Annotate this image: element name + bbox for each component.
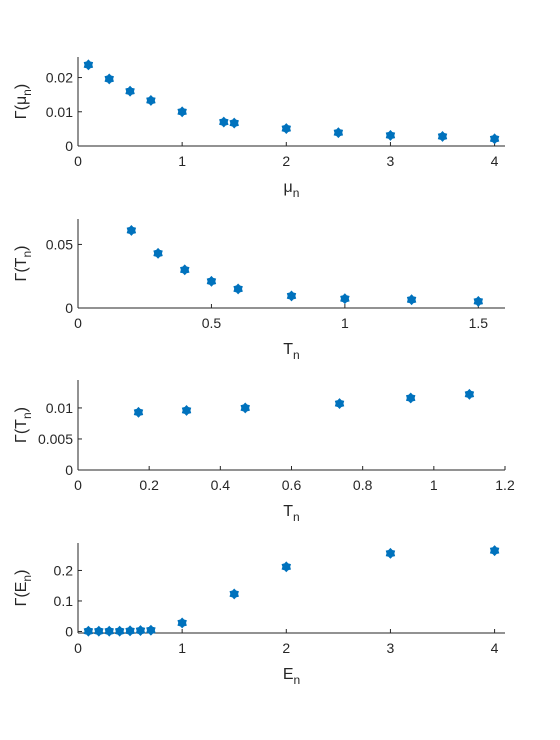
x-axis-label: Tn [283, 341, 299, 362]
data-point [180, 264, 190, 276]
data-point [126, 225, 137, 236]
x-axis-label: En [283, 666, 300, 687]
x-tick-label: 0 [74, 153, 82, 169]
data-point [114, 625, 125, 637]
y-tick-label: 0.01 [46, 104, 73, 120]
x-tick-label: 0.8 [353, 477, 373, 493]
x-tick-label: 1 [430, 477, 438, 493]
data-point [104, 625, 114, 637]
data-point [489, 133, 500, 145]
x-tick-label: 0 [74, 640, 82, 656]
data-point [489, 545, 500, 557]
data-point [437, 130, 448, 142]
data-point [181, 404, 192, 416]
y-axis-label: Γ(Tn) [13, 407, 34, 443]
y-tick-label: 0.2 [54, 562, 74, 578]
x-tick-label: 4 [491, 153, 499, 169]
data-point [406, 294, 417, 306]
y-tick-label: 0 [65, 462, 73, 478]
chart-panel-3: 0 0.2 0.4 0.6 0.8 1 1.2 0 0.005 0.01 Tn Γ(Tn) [13, 380, 515, 524]
data-point [146, 624, 156, 636]
data-point [135, 625, 146, 636]
data-point [240, 402, 250, 414]
data-point [333, 127, 344, 139]
x-tick-label: 1 [178, 640, 186, 656]
x-axis-label: μn [284, 179, 300, 200]
y-tick-label: 0.05 [46, 236, 73, 252]
y-tick-label: 0.01 [46, 400, 73, 416]
x-tick-label: 0 [74, 477, 82, 493]
y-axis-label: Γ(En) [13, 570, 34, 607]
data-point [229, 588, 239, 600]
data-point [281, 561, 291, 573]
x-tick-label: 1 [341, 315, 349, 331]
data-point [153, 247, 163, 259]
data-point [146, 95, 156, 106]
data-point [233, 283, 243, 295]
y-tick-label: 0.02 [46, 70, 73, 86]
y-tick-label: 0 [65, 138, 73, 154]
x-tick-label: 2 [282, 153, 290, 169]
data-point [104, 73, 114, 85]
data-point [340, 293, 350, 305]
y-tick-label: 0 [65, 623, 73, 639]
y-tick-label: 0.1 [54, 593, 74, 609]
x-tick-label: 1 [178, 153, 186, 169]
data-point [94, 625, 104, 637]
data-point [125, 625, 135, 637]
panels: 0 1 2 3 4 0 0.01 0.02 μn Γ(μn) 0 0.5 1 1.5 0 0.05 Tn Γ(Tn… [13, 57, 515, 687]
data-point [385, 129, 396, 141]
data-point [83, 625, 94, 637]
data-point [206, 275, 217, 287]
chart-panel-2: 0 0.5 1 1.5 0 0.05 Tn Γ(Tn) [13, 219, 505, 362]
x-axis-label: Tn [283, 503, 299, 524]
chart-panel-1: 0 1 2 3 4 0 0.01 0.02 μn Γ(μn) [13, 57, 505, 200]
x-tick-label: 0.4 [211, 477, 231, 493]
x-tick-label: 2 [282, 640, 290, 656]
y-axis-label: Γ(Tn) [13, 246, 34, 282]
x-tick-label: 0 [74, 315, 82, 331]
x-tick-label: 0.5 [202, 315, 222, 331]
data-point [286, 290, 297, 302]
data-point [281, 123, 291, 134]
data-point [177, 617, 187, 629]
data-point [334, 398, 345, 410]
x-tick-label: 3 [387, 153, 395, 169]
data-point [405, 392, 416, 404]
data-point [177, 106, 187, 118]
data-point [133, 406, 144, 418]
data-point [125, 85, 135, 97]
x-tick-label: 3 [387, 640, 395, 656]
chart-panel-4: 0 1 2 3 4 0 0.1 0.2 En Γ(En) [13, 543, 505, 687]
data-point [473, 295, 484, 307]
data-point [83, 59, 94, 71]
x-tick-label: 1.2 [495, 477, 515, 493]
x-tick-label: 0.2 [139, 477, 159, 493]
data-point [385, 547, 396, 559]
data-point [219, 116, 229, 128]
x-tick-label: 4 [491, 640, 499, 656]
y-tick-label: 0.005 [38, 431, 73, 447]
x-tick-label: 1.5 [469, 315, 489, 331]
data-point [464, 388, 475, 400]
data-point [229, 117, 239, 129]
y-tick-label: 0 [65, 300, 73, 316]
y-axis-label: Γ(μn) [13, 84, 34, 119]
x-tick-label: 0.6 [282, 477, 302, 493]
